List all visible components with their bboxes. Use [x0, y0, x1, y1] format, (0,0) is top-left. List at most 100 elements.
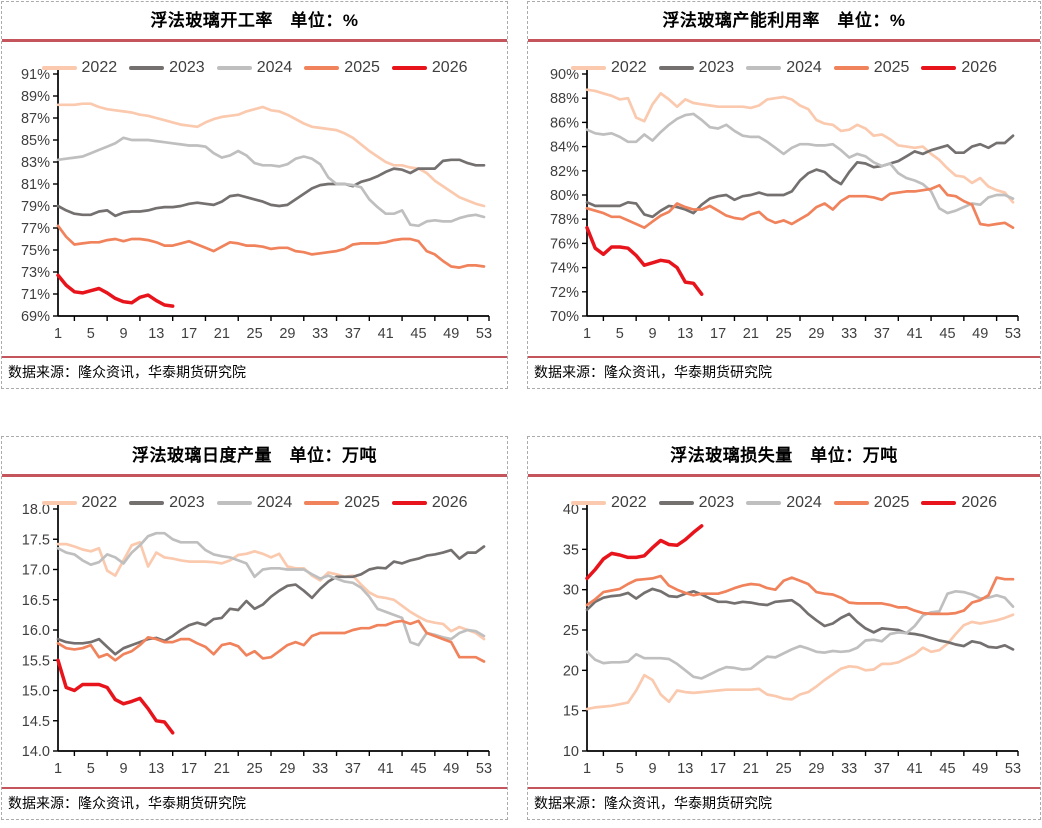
y-tick-label: 90% — [550, 67, 579, 83]
y-tick-label: 35 — [563, 542, 579, 558]
chart-title: 浮法玻璃损失量 单位：万吨 — [670, 446, 898, 465]
y-tick-label: 79% — [20, 199, 49, 215]
line-chart-operating-rate: 69% 71% 73% 75% 77% 79% 81% 83% 85% 87% 89% 91% 1 5 9 1… — [20, 67, 491, 342]
source-label: 数据来源：隆众资讯，华泰期货研究院 — [8, 364, 246, 380]
series-line-2023 — [585, 587, 1015, 651]
x-tick-label: 33 — [841, 326, 857, 342]
chart-panel-loss-volume: 浮法玻璃损失量 单位：万吨 2022 2023 2024 2025 2026 10 15 2… — [527, 436, 1041, 820]
x-tick-label: 9 — [119, 326, 127, 342]
series-line-2022 — [56, 540, 485, 641]
x-tick-label: 25 — [246, 761, 262, 777]
source-note: 数据来源：隆众资讯，华泰期货研究院 — [528, 787, 1040, 819]
title-divider — [2, 39, 507, 42]
y-tick-label: 20 — [563, 663, 579, 679]
source-note: 数据来源：隆众资讯，华泰期货研究院 — [2, 356, 507, 388]
x-tick-label: 17 — [181, 761, 197, 777]
x-tick-label: 21 — [743, 326, 759, 342]
y-tick-label: 84% — [550, 140, 579, 156]
chart-panel-daily-output: 浮法玻璃日度产量 单位：万吨 2022 2023 2024 2025 2026 14.0… — [1, 436, 508, 820]
y-tick-label: 86% — [550, 115, 579, 131]
x-tick-label: 13 — [677, 761, 693, 777]
chart-panel-capacity-utilization: 浮法玻璃产能利用率 单位：% 2022 2023 2024 2025 2026 70% 7… — [527, 1, 1041, 389]
y-tick-label: 17.5 — [21, 532, 49, 548]
series-line-2025 — [56, 619, 485, 663]
x-tick-label: 49 — [443, 326, 459, 342]
x-tick-label: 13 — [148, 761, 164, 777]
x-tick-label: 53 — [475, 326, 491, 342]
x-tick-label: 17 — [710, 326, 726, 342]
x-tick-label: 53 — [1005, 761, 1021, 777]
y-tick-label: 83% — [20, 155, 49, 171]
x-tick-label: 13 — [677, 326, 693, 342]
x-tick-label: 29 — [279, 761, 295, 777]
x-tick-label: 37 — [874, 761, 890, 777]
source-label: 数据来源：隆众资讯，华泰期货研究院 — [534, 364, 772, 380]
x-tick-label: 25 — [776, 761, 792, 777]
source-label: 数据来源：隆众资讯，华泰期货研究院 — [534, 795, 772, 811]
series-line-2026 — [55, 658, 174, 735]
x-tick-label: 45 — [939, 326, 955, 342]
y-tick-label: 15.0 — [21, 684, 49, 700]
y-tick-label: 14.0 — [21, 744, 49, 760]
line-chart-daily-output: 14.0 14.5 15.0 15.5 16.0 16.5 17.0 17.5 18.0 1 5 9 1… — [21, 502, 491, 777]
x-tick-label: 5 — [86, 326, 94, 342]
x-tick-label: 45 — [410, 761, 426, 777]
x-tick-label: 25 — [776, 326, 792, 342]
series-line-2024 — [585, 112, 1015, 215]
x-tick-label: 21 — [213, 761, 229, 777]
x-tick-label: 53 — [1005, 326, 1021, 342]
y-tick-label: 70% — [550, 309, 579, 325]
x-tick-label: 1 — [583, 326, 591, 342]
x-tick-label: 5 — [616, 326, 624, 342]
series-line-2026 — [55, 273, 174, 308]
source-note: 数据来源：隆众资讯，华泰期货研究院 — [528, 356, 1040, 388]
y-tick-label: 40 — [563, 502, 579, 518]
y-tick-label: 15.5 — [21, 653, 49, 669]
series-line-2022 — [585, 88, 1015, 204]
title-divider — [2, 474, 507, 477]
series-line-2025 — [585, 183, 1015, 230]
series-line-2024 — [56, 531, 485, 647]
y-tick-label: 74% — [550, 261, 579, 277]
y-tick-label: 89% — [20, 89, 49, 105]
source-label: 数据来源：隆众资讯，华泰期货研究院 — [8, 795, 246, 811]
title-divider — [528, 39, 1040, 42]
x-tick-label: 1 — [53, 326, 61, 342]
x-tick-label: 9 — [648, 326, 656, 342]
y-tick-label: 77% — [20, 221, 49, 237]
y-tick-label: 73% — [20, 265, 49, 281]
y-tick-label: 18.0 — [21, 502, 49, 518]
chart-title: 浮法玻璃开工率 单位：% — [150, 11, 359, 30]
x-tick-label: 49 — [972, 761, 988, 777]
y-tick-label: 75% — [20, 243, 49, 259]
series-line-2026 — [585, 225, 704, 296]
x-tick-label: 17 — [181, 326, 197, 342]
y-tick-label: 30 — [563, 583, 579, 599]
y-tick-label: 17.0 — [21, 563, 49, 579]
series-line-2023 — [56, 545, 485, 656]
x-tick-label: 37 — [344, 761, 360, 777]
line-chart-capacity-utilization: 70% 72% 74% 76% 78% 80% 82% 84% 86% 88% 90% 1 5 9 13 17… — [550, 67, 1021, 342]
y-tick-label: 71% — [20, 287, 49, 303]
x-tick-label: 41 — [907, 326, 923, 342]
y-tick-label: 72% — [550, 285, 579, 301]
y-tick-label: 10 — [563, 744, 579, 760]
x-tick-label: 33 — [841, 761, 857, 777]
x-tick-label: 29 — [279, 326, 295, 342]
series-line-2023 — [56, 158, 485, 218]
chart-title: 浮法玻璃产能利用率 单位：% — [662, 11, 906, 30]
x-tick-label: 45 — [410, 326, 426, 342]
x-tick-label: 21 — [213, 326, 229, 342]
y-tick-label: 69% — [20, 309, 49, 325]
series-line-2023 — [585, 134, 1015, 219]
x-tick-label: 37 — [874, 326, 890, 342]
x-tick-label: 53 — [475, 761, 491, 777]
x-tick-label: 41 — [377, 326, 393, 342]
chart-panel-operating-rate: 浮法玻璃开工率 单位：% 2022 2023 2024 2025 2026 69% 71%… — [1, 1, 508, 389]
y-tick-label: 15 — [563, 704, 579, 720]
x-tick-label: 5 — [86, 761, 94, 777]
x-tick-label: 37 — [344, 326, 360, 342]
series-line-2025 — [585, 574, 1015, 616]
